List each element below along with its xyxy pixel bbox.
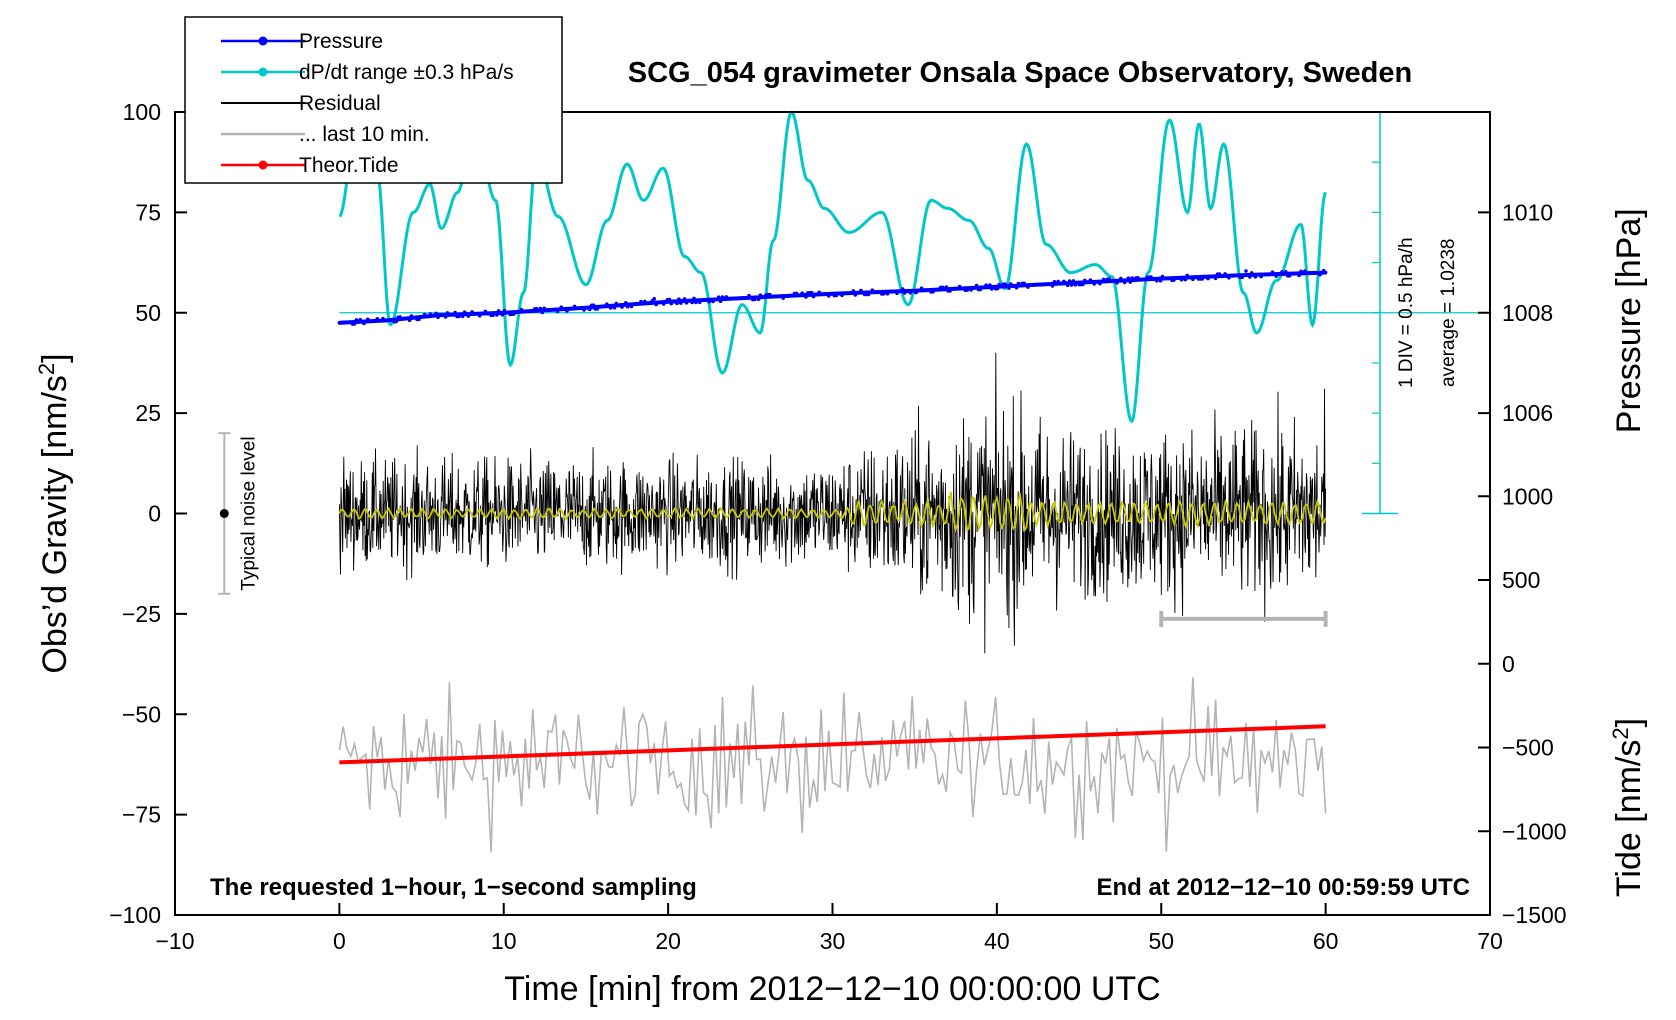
- tide-axis-label-end: ]: [1610, 718, 1648, 727]
- pressure-trend-line: [338, 270, 1326, 325]
- noise-level-label: Typical noise level: [238, 436, 259, 590]
- y-tick-label: 50: [135, 300, 161, 326]
- legend-label: Residual: [299, 92, 381, 115]
- legend-label: ... last 10 min.: [299, 123, 430, 146]
- x-tick-label: −10: [155, 928, 194, 954]
- smoothed-residual-trace: [338, 491, 1327, 533]
- legend: Pressure dP/dt range ±0.3 hPa/s Residual..…: [184, 16, 563, 184]
- pressure-point: [1244, 269, 1248, 273]
- y-tick-label: −25: [122, 601, 161, 627]
- x-tick-label: 60: [1313, 928, 1339, 954]
- tide-axis-label: Tide [nm/s2]: [1608, 718, 1648, 897]
- residual-trace: [338, 352, 1327, 654]
- tide-tick-label: −500: [1502, 735, 1554, 761]
- chart-text: Typical noise level−10 0 10 20 30 40 50 60 70100…: [34, 57, 1648, 1008]
- bottom-left-note: The requested 1−hour, 1−second sampling: [210, 874, 697, 901]
- x-tick-label: 70: [1477, 928, 1503, 954]
- tide-tick-label: −1000: [1502, 818, 1567, 844]
- pressure-tick-label: 1006: [1502, 400, 1553, 426]
- legend-marker: [258, 36, 268, 46]
- x-tick-label: 40: [984, 928, 1010, 954]
- legend-marker: [258, 160, 268, 170]
- tide-tick-label: 0: [1502, 651, 1515, 677]
- pressure-series: [337, 268, 1328, 326]
- tide-axis-label-main: Tide [nm/s: [1610, 740, 1648, 897]
- tide-axis-label-sup: 2: [1608, 727, 1633, 739]
- dpdt-trace: [338, 110, 1327, 424]
- noise-level-dot: [219, 509, 229, 518]
- y-axis-label-sup: 2: [34, 363, 59, 375]
- y-tick-label: 0: [148, 501, 161, 527]
- y-axis-label-main: Obs’d Gravity [nm/s: [36, 375, 74, 674]
- bottom-right-note: End at 2012−12−10 00:59:59 UTC: [1096, 874, 1470, 901]
- legend-label: dP/dt range ±0.3 hPa/s: [299, 61, 514, 84]
- y-axis-label: Obs’d Gravity [nm/s2]: [34, 353, 74, 673]
- div-label: 1 DIV = 0.5 hPa/h: [1396, 237, 1417, 388]
- x-tick-label: 50: [1148, 928, 1174, 954]
- tide-tick-label: −1500: [1502, 902, 1567, 928]
- x-tick-label: 30: [820, 928, 846, 954]
- x-axis-label: Time [min] from 2012−12−10 00:00:00 UTC: [504, 970, 1160, 1008]
- y-tick-label: −50: [122, 701, 161, 727]
- plot-area: [218, 110, 1490, 853]
- legend-box: [184, 16, 563, 184]
- y-tick-label: 25: [135, 400, 161, 426]
- tide-tick-label: 500: [1502, 567, 1540, 593]
- axes: [174, 111, 1491, 916]
- x-tick-label: 0: [333, 928, 346, 954]
- legend-label: Pressure: [299, 30, 383, 53]
- pressure-tick-label: 1008: [1502, 300, 1553, 326]
- pressure-axis-label: Pressure [hPa]: [1610, 208, 1648, 433]
- legend-marker: [258, 67, 268, 77]
- y-tick-label: 100: [123, 99, 161, 125]
- pressure-tick-label: 1010: [1502, 199, 1553, 225]
- average-label: average = 1.0238: [1438, 239, 1459, 387]
- x-tick-label: 20: [655, 928, 681, 954]
- pressure-point: [652, 296, 656, 301]
- y-tick-label: −100: [109, 902, 161, 928]
- last-10-min-trace: [338, 677, 1327, 853]
- tide-tick-label: 1000: [1502, 483, 1553, 509]
- chart-title: SCG_054 gravimeter Onsala Space Observat…: [628, 57, 1412, 89]
- theor-tide-line: [339, 724, 1326, 765]
- y-tick-label: −75: [122, 802, 161, 828]
- y-axis-label-end: ]: [36, 353, 74, 362]
- x-tick-label: 10: [491, 928, 517, 954]
- legend-label: Theor.Tide: [299, 154, 399, 177]
- y-tick-label: 75: [135, 199, 161, 225]
